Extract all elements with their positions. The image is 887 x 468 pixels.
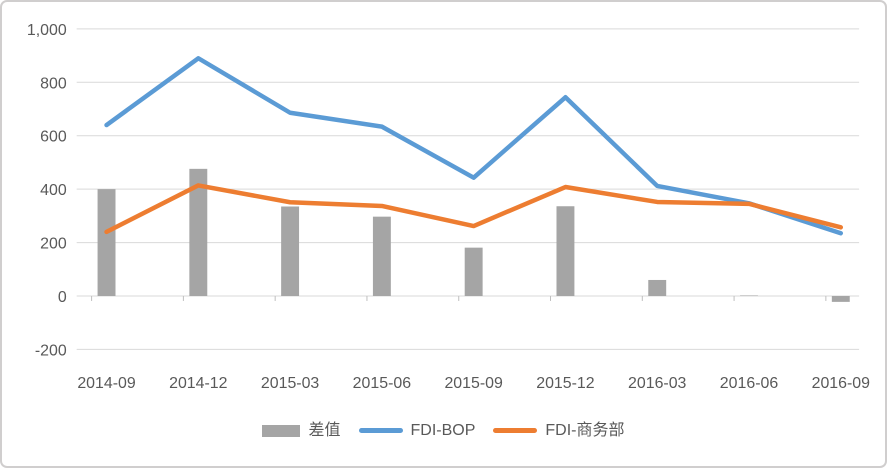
- x-axis-label: 2016-09: [812, 375, 871, 392]
- bar-2015-06: [372, 216, 391, 296]
- y-axis-label: 1,000: [27, 22, 67, 39]
- legend-item-fdi-mofcom: FDI-商务部: [493, 422, 625, 440]
- x-axis-label: 2016-03: [628, 375, 687, 392]
- bar-2016-06: [740, 295, 758, 296]
- legend-label-fdi-bop: FDI-BOP: [410, 422, 476, 440]
- line-series: [104, 183, 844, 235]
- y-axis-label: 800: [40, 75, 67, 92]
- x-axis-label: 2014-09: [77, 375, 136, 392]
- bar-2015-03: [281, 206, 300, 296]
- bar-2014-09: [97, 189, 116, 296]
- x-axis-label: 2016-06: [720, 375, 779, 392]
- line-series: [104, 56, 844, 236]
- bar-2016-09: [831, 295, 850, 302]
- y-axis-label: 600: [40, 129, 67, 146]
- line-swatch-icon: [493, 428, 538, 434]
- y-axis-label: 400: [40, 182, 67, 199]
- x-axis-label: 2015-06: [353, 375, 412, 392]
- legend-item-fdi-bop: FDI-BOP: [358, 422, 476, 440]
- bar-2015-12: [556, 206, 575, 296]
- x-axis-label: 2014-12: [169, 375, 228, 392]
- y-axis-label: -200: [35, 342, 67, 359]
- bar-swatch-icon: [262, 424, 301, 437]
- legend-item-difference: 差值: [262, 422, 341, 440]
- y-axis-label: 200: [40, 236, 67, 253]
- legend-label-fdi-mofcom: FDI-商务部: [545, 422, 625, 440]
- x-axis-label: 2015-03: [261, 375, 320, 392]
- chart-legend: 差值 FDI-BOP FDI-商务部: [2, 422, 885, 439]
- bar-2015-09: [464, 247, 483, 296]
- combo-chart: 1,000 800 600 400 200 0 -200 2014-09 2014-12 2015…: [27, 22, 871, 392]
- bar-2016-03: [648, 279, 667, 296]
- bar-2014-12: [189, 168, 208, 296]
- x-axis-label: 2015-12: [536, 375, 595, 392]
- legend-label-difference: 差值: [308, 422, 341, 440]
- x-axis-label: 2015-09: [444, 375, 503, 392]
- y-axis-label: 0: [58, 289, 67, 306]
- line-swatch-icon: [358, 428, 403, 434]
